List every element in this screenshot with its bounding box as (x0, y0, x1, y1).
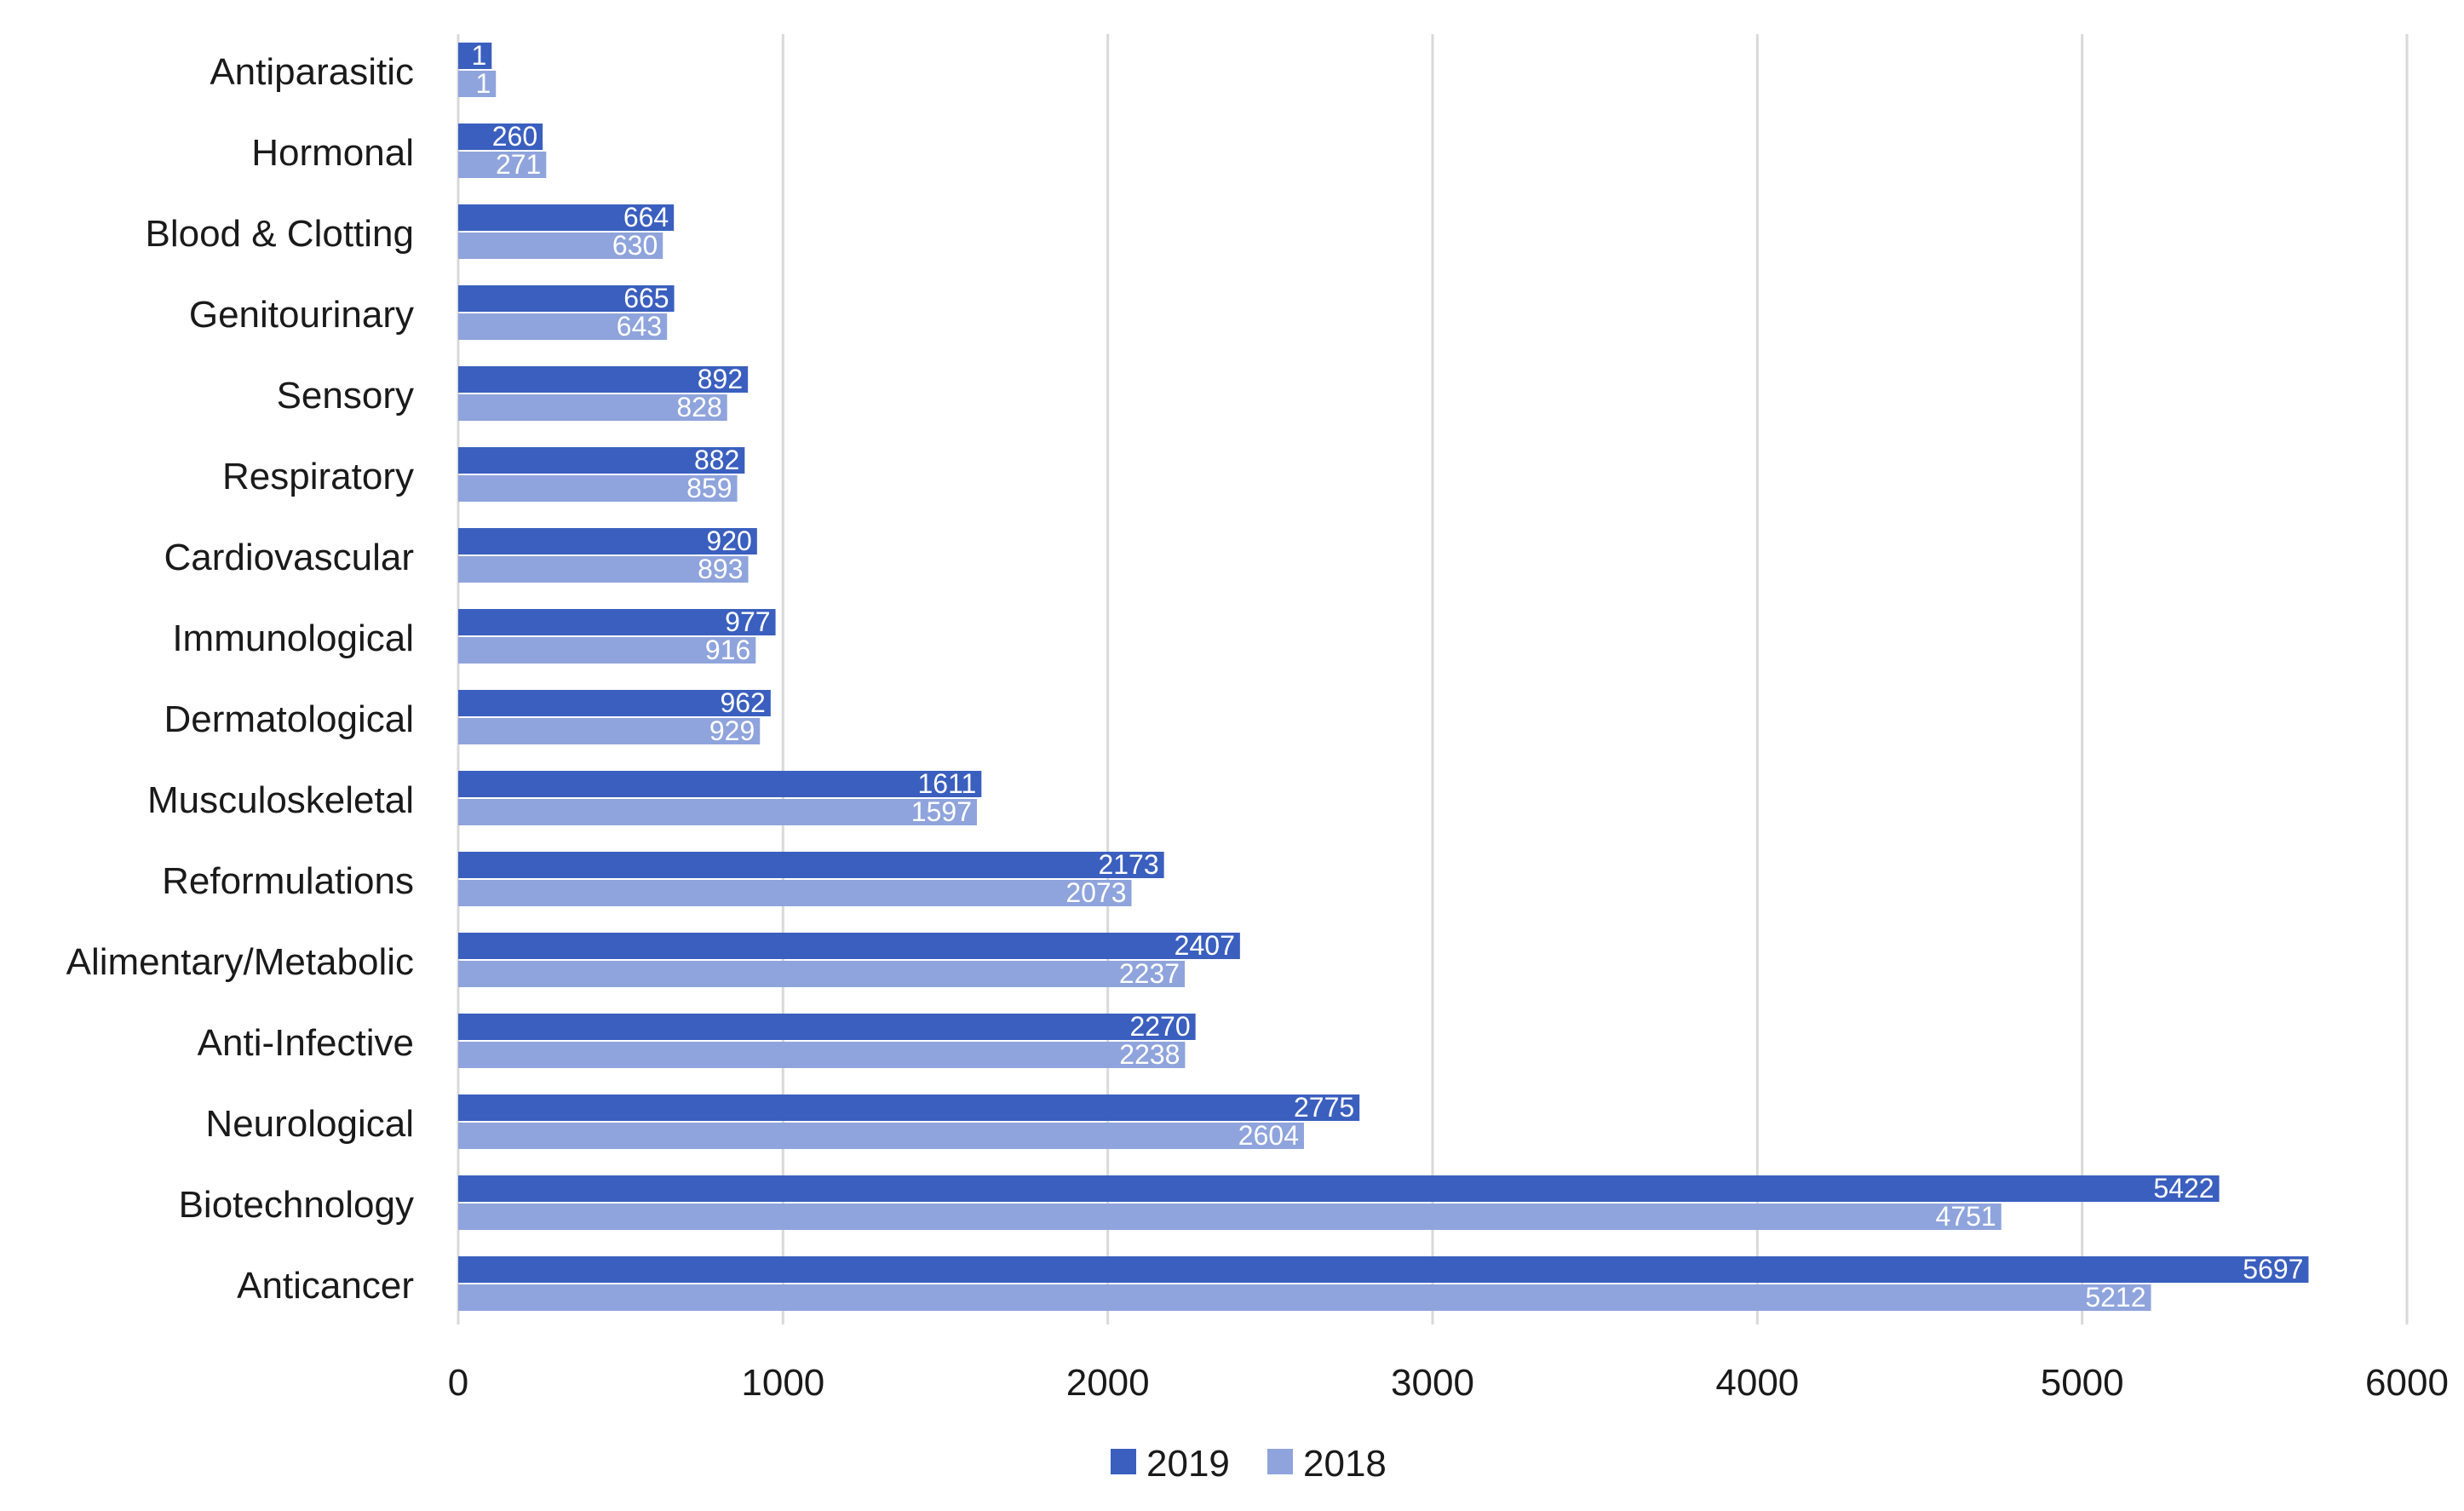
bar-2019 (458, 933, 1240, 959)
bar-2018 (458, 1204, 2002, 1230)
data-label: 892 (698, 364, 743, 394)
data-label: 4751 (1936, 1201, 1996, 1232)
data-label: 2173 (1098, 849, 1158, 880)
data-label: 893 (698, 554, 743, 584)
bar-2019 (458, 852, 1164, 878)
category-label: Respiratory (222, 456, 414, 497)
bar-2018 (458, 880, 1132, 906)
data-label: 2270 (1129, 1011, 1190, 1042)
data-label: 2238 (1119, 1039, 1180, 1070)
bar-2018 (458, 1123, 1304, 1149)
data-label: 2407 (1175, 930, 1235, 961)
data-label: 664 (623, 202, 669, 233)
data-label: 2073 (1065, 877, 1126, 908)
x-tick-label: 4000 (1715, 1362, 1799, 1404)
data-label: 929 (709, 715, 755, 746)
data-label: 630 (612, 230, 658, 261)
legend-label: 2019 (1146, 1443, 1230, 1485)
category-label: Dermatological (164, 698, 414, 740)
data-label: 977 (725, 606, 770, 637)
bar-2019 (458, 609, 776, 635)
bar-2018 (458, 799, 977, 825)
data-label: 1597 (911, 796, 972, 827)
category-labels: Antiparasitic Hormonal Blood & Clotting Gen… (66, 51, 414, 1307)
category-label: Musculoskeletal (147, 779, 414, 821)
category-label: Biotechnology (179, 1184, 414, 1226)
data-label: 2604 (1238, 1120, 1299, 1151)
bar-2018 (458, 475, 738, 502)
bar-2018 (458, 71, 497, 97)
category-label: Sensory (277, 375, 414, 417)
bar-2018 (458, 637, 756, 664)
bar-2019 (458, 285, 675, 312)
bars-group: 1126027166463066564389282888285992089397… (458, 40, 2309, 1313)
data-label: 2775 (1294, 1092, 1354, 1123)
bar-2019 (458, 1175, 2220, 1202)
data-label: 920 (706, 526, 751, 556)
bar-2019 (458, 43, 492, 69)
legend-swatch (1111, 1449, 1136, 1474)
data-label: 916 (705, 635, 750, 665)
bar-2018 (458, 233, 663, 259)
data-label: 1 (475, 68, 491, 99)
bar-2018 (458, 718, 761, 744)
x-tick-label: 5000 (2041, 1362, 2124, 1404)
x-tick-label: 0 (448, 1362, 468, 1404)
category-label: Neurological (205, 1103, 414, 1145)
data-label: 1 (471, 40, 486, 71)
bar-2018 (458, 394, 727, 421)
bar-2018 (458, 961, 1186, 987)
category-label: Blood & Clotting (145, 213, 414, 255)
data-label: 260 (492, 121, 537, 152)
x-tick-label: 6000 (2365, 1362, 2449, 1404)
bar-2019 (458, 1094, 1360, 1121)
data-label: 5697 (2243, 1254, 2303, 1284)
bar-2018 (458, 1042, 1186, 1068)
x-tick-label: 1000 (741, 1362, 824, 1404)
data-label: 1611 (918, 768, 977, 799)
data-label: 643 (617, 311, 662, 342)
category-label: Cardiovascular (164, 537, 414, 578)
legend: 2019 2018 (1111, 1443, 1387, 1485)
x-tick-label: 3000 (1391, 1362, 1474, 1404)
bar-2019 (458, 690, 771, 716)
bar-2019 (458, 204, 675, 231)
category-label: Anticancer (237, 1265, 414, 1307)
category-label: Alimentary/Metabolic (66, 941, 414, 983)
bar-2019 (458, 1256, 2309, 1283)
category-label: Anti-Infective (198, 1022, 414, 1064)
bar-2019 (458, 447, 745, 474)
data-label: 962 (720, 687, 765, 718)
category-label: Antiparasitic (210, 51, 414, 93)
category-label: Genitourinary (189, 294, 414, 336)
data-label: 2237 (1119, 958, 1180, 989)
data-label: 5422 (2153, 1173, 2214, 1204)
data-label: 271 (496, 149, 541, 180)
data-label: 828 (676, 392, 721, 422)
bar-2018 (458, 556, 749, 583)
data-label: 882 (694, 445, 739, 475)
x-tick-label: 2000 (1066, 1362, 1150, 1404)
category-label: Immunological (172, 618, 414, 659)
legend-swatch (1267, 1449, 1293, 1474)
bar-2019 (458, 1014, 1196, 1040)
data-label: 859 (686, 473, 732, 503)
gridlines (457, 34, 2409, 1324)
legend-label: 2018 (1303, 1443, 1387, 1485)
bar-2019 (458, 366, 749, 393)
bar-2019 (458, 124, 543, 150)
x-axis-tick-labels: 0 1000 2000 3000 4000 5000 6000 (448, 1362, 2449, 1404)
bar-2018 (458, 152, 547, 178)
bar-2018 (458, 313, 668, 340)
bar-2018 (458, 1284, 2151, 1311)
category-label: Hormonal (251, 132, 414, 174)
bar-2019 (458, 771, 982, 797)
category-label: Reformulations (162, 860, 414, 902)
data-label: 5212 (2085, 1282, 2145, 1313)
bar-2019 (458, 528, 757, 554)
data-label: 665 (623, 283, 669, 313)
